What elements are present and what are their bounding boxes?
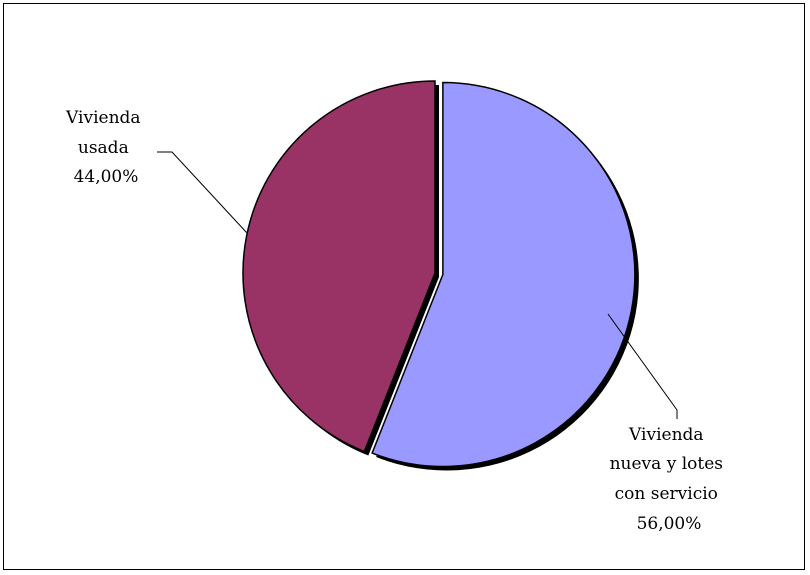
leader-lines [157, 151, 678, 419]
slice-label-vivienda-usada: Vivienda usada 44,00% [65, 108, 146, 187]
data-labels: Vivienda nueva y lotes con servicio 56,0… [65, 108, 729, 534]
pie-slice-1 [242, 80, 436, 453]
chart-area: Vivienda nueva y lotes con servicio 56,0… [3, 3, 805, 570]
leader-line-1 [157, 151, 248, 234]
pie-slices [242, 80, 636, 468]
pie-slice-0 [371, 81, 636, 468]
leader-line-0 [607, 313, 678, 419]
slice-label-vivienda-nueva: Vivienda nueva y lotes con servicio 56,0… [610, 425, 729, 534]
pie-chart: Vivienda nueva y lotes con servicio 56,0… [65, 80, 729, 534]
